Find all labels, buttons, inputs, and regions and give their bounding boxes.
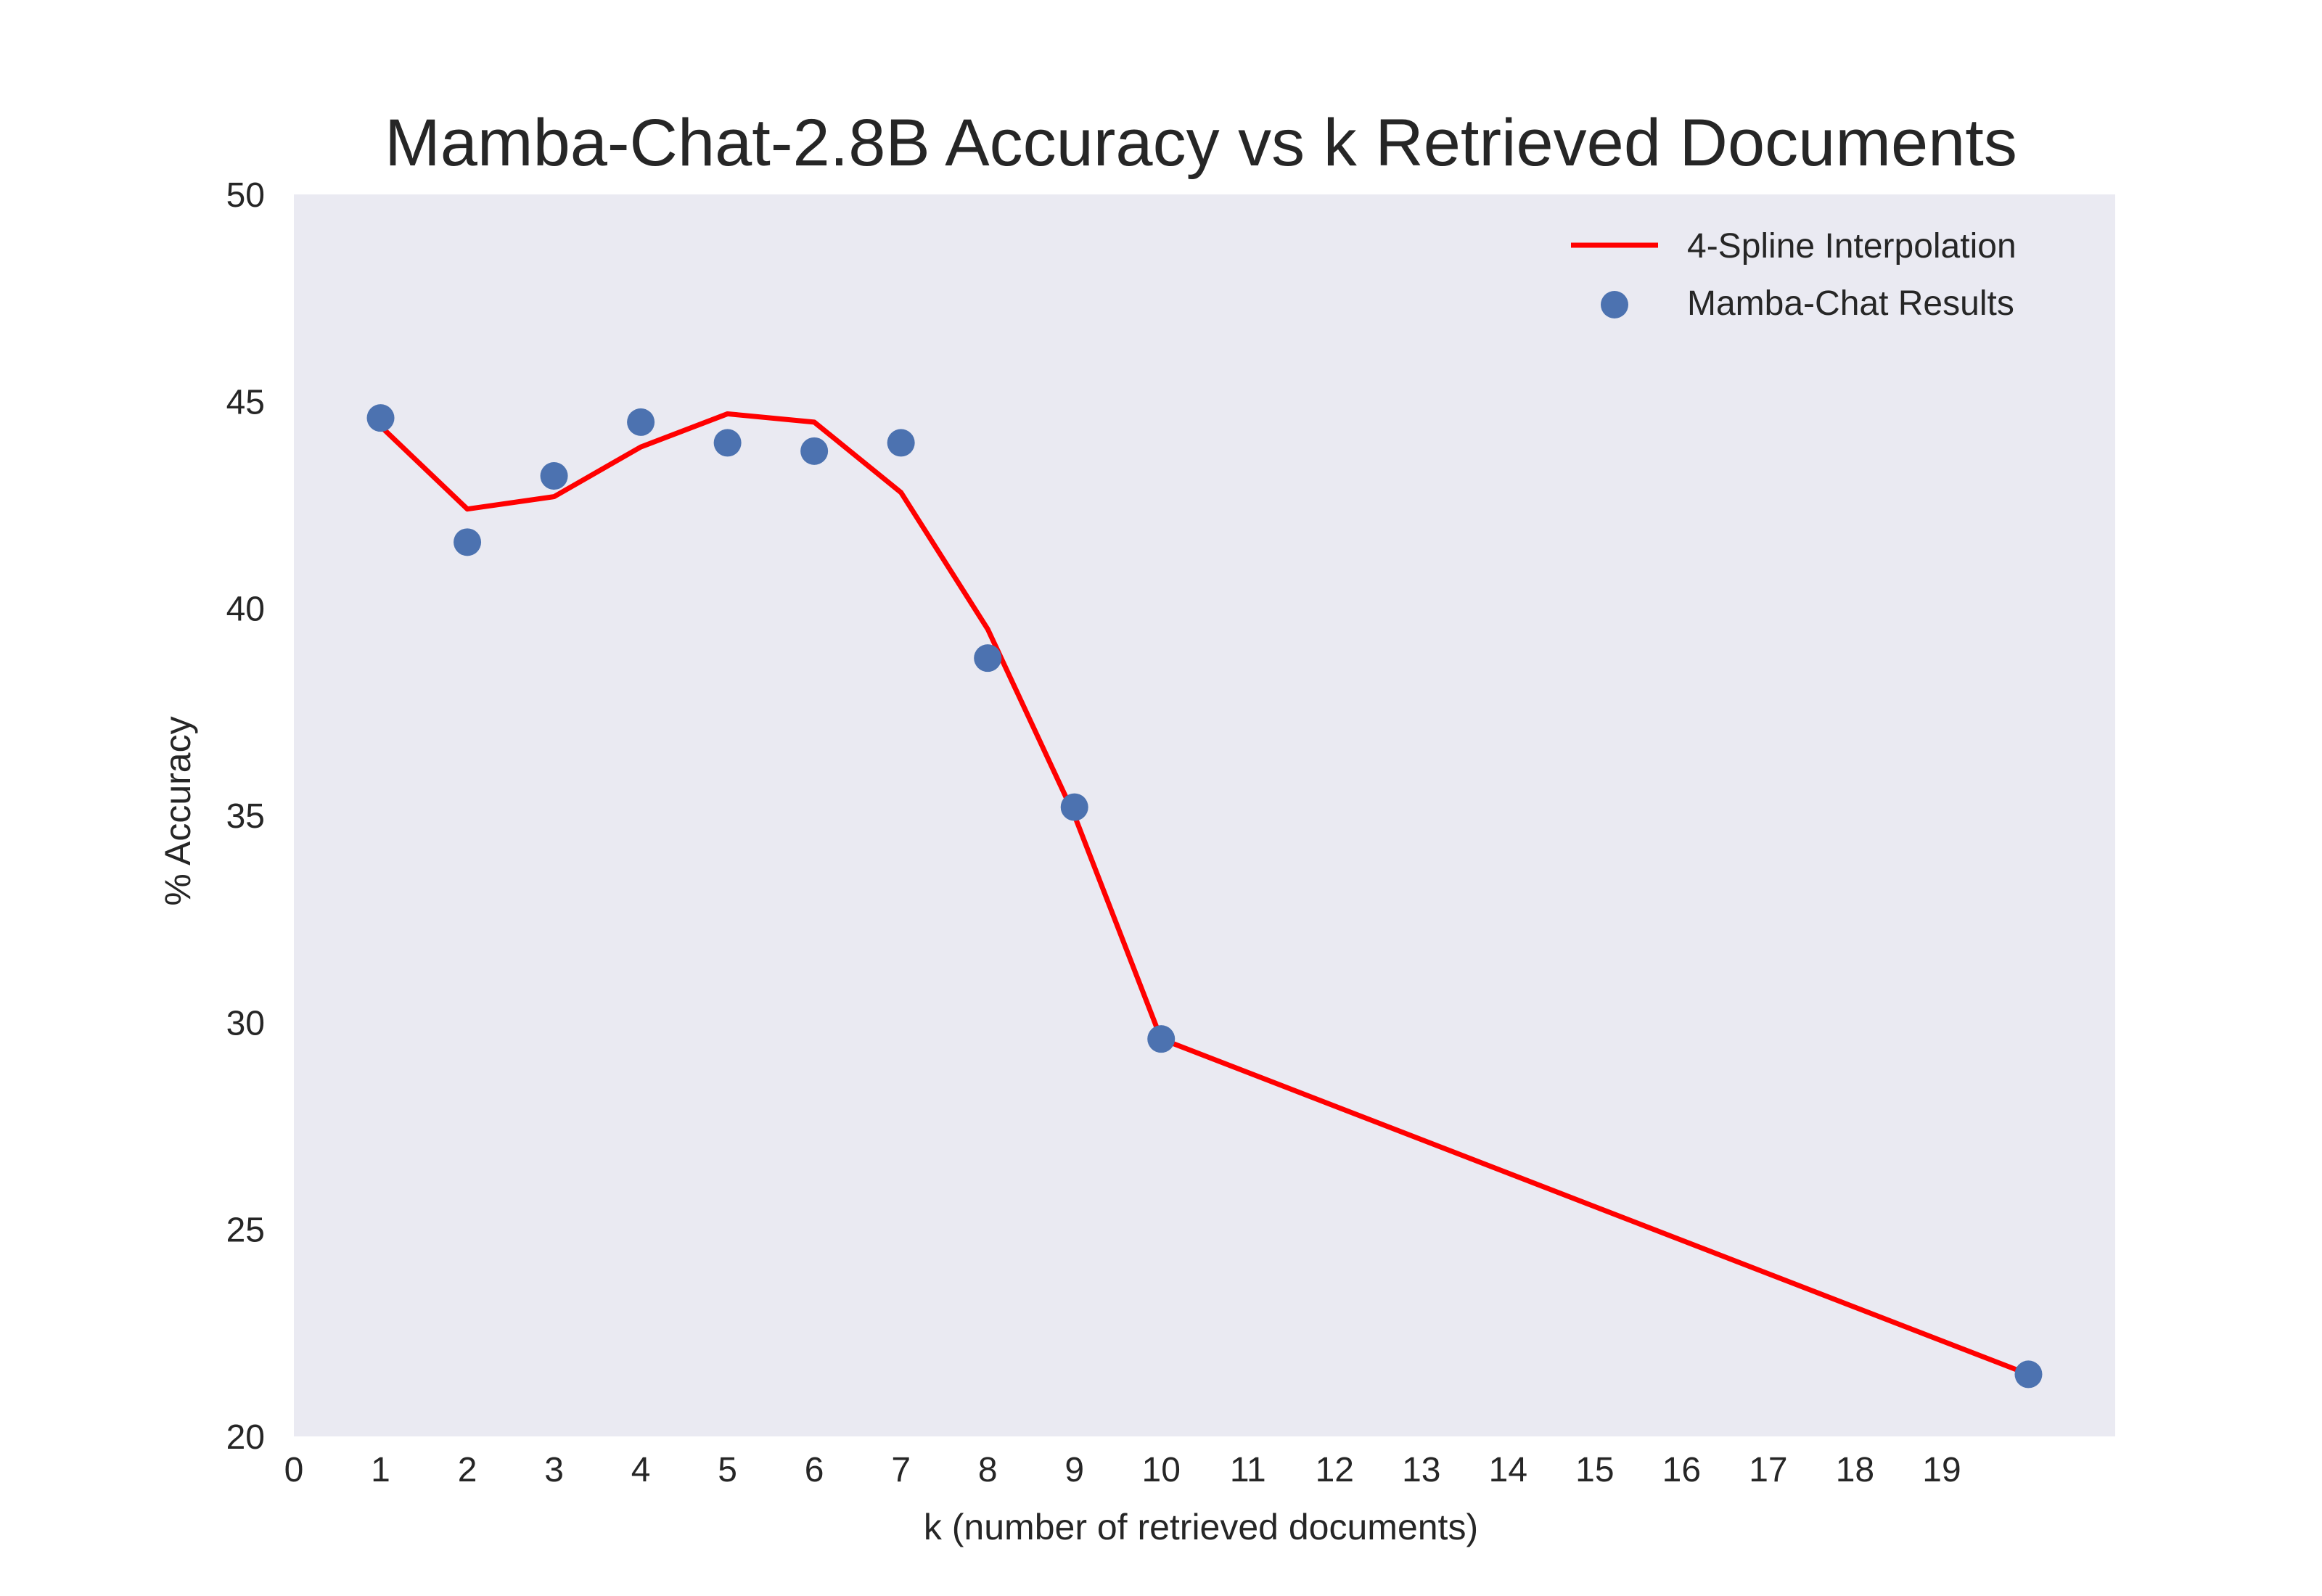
x-tick-label: 10 <box>1142 1451 1181 1489</box>
series-line <box>378 411 2031 1377</box>
y-tick-label: 35 <box>226 797 265 836</box>
data-point <box>627 408 655 436</box>
x-tick-label: 15 <box>1575 1451 1614 1489</box>
y-axis-label: % Accuracy <box>157 716 198 905</box>
legend: 4-Spline Interpolation Mamba-Chat Result… <box>1571 227 2017 323</box>
x-tick-label: 14 <box>1489 1451 1527 1489</box>
data-point <box>1147 1025 1176 1053</box>
data-point <box>2014 1360 2043 1389</box>
x-tick-label: 13 <box>1402 1451 1440 1489</box>
data-point <box>713 429 742 457</box>
x-tick-label: 2 <box>458 1451 477 1489</box>
x-tick-label: 12 <box>1316 1451 1354 1489</box>
x-tick-label: 17 <box>1749 1451 1787 1489</box>
data-point <box>540 462 568 490</box>
x-tick-label: 16 <box>1662 1451 1701 1489</box>
x-tick-label: 1 <box>371 1451 390 1489</box>
x-tick-label: 6 <box>805 1451 824 1489</box>
y-tick-label: 45 <box>226 383 265 421</box>
x-axis: 0 1 2 3 4 5 6 7 8 9 10 11 12 13 14 15 16 17 18 19 <box>284 1451 1961 1489</box>
data-point <box>887 429 915 457</box>
series-layer <box>366 404 2043 1389</box>
plot-area <box>294 194 2115 1436</box>
legend-point-swatch <box>1601 291 1628 318</box>
x-tick-label: 18 <box>1836 1451 1874 1489</box>
data-point <box>366 404 395 432</box>
x-tick-label: 8 <box>978 1451 998 1489</box>
y-tick-label: 40 <box>226 591 265 629</box>
x-tick-label: 4 <box>631 1451 651 1489</box>
chart-title: Mamba-Chat-2.8B Accuracy vs k Retrieved … <box>385 106 2017 180</box>
legend-label-line: 4-Spline Interpolation <box>1687 227 2017 266</box>
data-point <box>454 528 482 556</box>
x-tick-label: 7 <box>891 1451 911 1489</box>
y-axis: 20 25 30 35 40 45 50 <box>226 176 265 1457</box>
data-point <box>1060 793 1088 821</box>
x-tick-label: 3 <box>544 1451 564 1489</box>
x-tick-label: 19 <box>1922 1451 1961 1489</box>
data-point <box>800 437 829 465</box>
x-tick-label: 11 <box>1230 1451 1266 1489</box>
y-tick-label: 20 <box>226 1418 265 1457</box>
legend-label-points: Mamba-Chat Results <box>1687 284 2014 323</box>
x-tick-label: 5 <box>718 1451 737 1489</box>
y-tick-label: 25 <box>226 1212 265 1250</box>
x-tick-label: 9 <box>1064 1451 1084 1489</box>
x-axis-label: k (number of retrieved documents) <box>924 1507 1478 1547</box>
x-tick-label: 0 <box>284 1451 304 1489</box>
y-tick-label: 30 <box>226 1004 265 1042</box>
y-tick-label: 50 <box>226 176 265 215</box>
data-point <box>974 644 1002 672</box>
